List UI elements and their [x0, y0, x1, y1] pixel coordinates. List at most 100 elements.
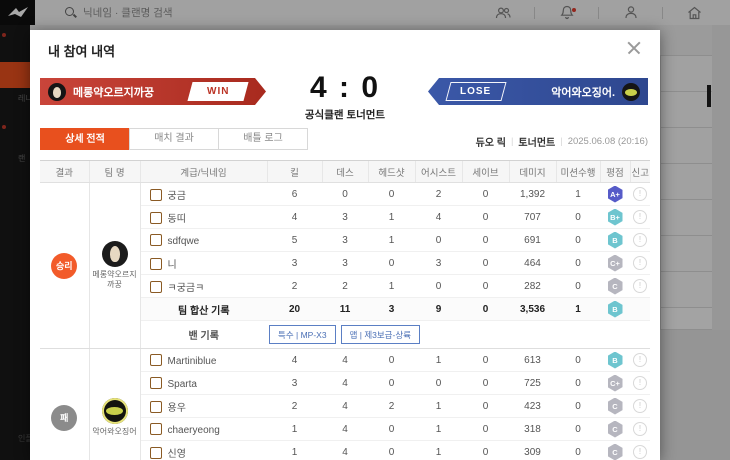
tab-1[interactable]: 매치 결과: [129, 128, 219, 150]
summary-rating-cell: B: [600, 297, 630, 321]
stat-death: 4: [322, 440, 368, 460]
player-nickname-cell[interactable]: 니: [140, 251, 267, 275]
player-row: Sparta 3 4 0 0 0 725 0 C+!: [40, 371, 650, 395]
global-search[interactable]: 닉네임 · 클랜명 검색: [65, 5, 471, 20]
report-cell: !: [630, 228, 650, 252]
scrollbar-thumb[interactable]: [707, 85, 711, 107]
player-nickname-cell[interactable]: sdfqwe: [140, 228, 267, 252]
player-row: 승리 메롱약오르지까꿍 궁금 6 0 0 2 0 1,392 1 A+!: [40, 182, 650, 349]
report-cell: !: [630, 394, 650, 418]
stat-save: 0: [462, 274, 509, 298]
divider: [662, 6, 663, 19]
match-date: 2025.06.08 (20:16): [567, 136, 648, 147]
report-icon[interactable]: !: [633, 279, 647, 293]
report-icon[interactable]: !: [633, 422, 647, 436]
team-result-badge: 패: [51, 404, 78, 431]
player-nickname-cell[interactable]: Martiniblue: [140, 348, 267, 372]
rating-cell: C+: [600, 371, 630, 395]
team-summary-row: 팀 합산 기록 20 11 3 9 0 3,536 1 B: [40, 297, 650, 321]
rating-badge: C: [607, 397, 623, 415]
report-cell: !: [630, 182, 650, 206]
report-icon[interactable]: !: [633, 256, 647, 270]
report-cell: !: [630, 348, 650, 372]
stat-hs: 0: [368, 440, 415, 460]
team-name: 악어와오징어: [92, 427, 137, 436]
stat-kill: 3: [267, 251, 322, 275]
rating-badge: C: [607, 443, 623, 460]
sidebar: 레나 랜 인플레이: [0, 25, 47, 460]
player-nickname-cell[interactable]: 궁금: [140, 182, 267, 206]
rank-insignia-icon: [149, 257, 162, 270]
stat-kill: 1: [267, 440, 322, 460]
stat-dmg: 309: [509, 440, 556, 460]
ban-badge: 특수 | MP-X3: [269, 325, 336, 344]
report-icon[interactable]: !: [633, 353, 647, 367]
report-icon[interactable]: !: [633, 233, 647, 247]
col-header-8: 데미지: [508, 160, 556, 183]
ban-record-label: 밴 기록: [140, 320, 267, 349]
sidebar-item-label[interactable]: 랜: [18, 154, 26, 163]
divider: [598, 6, 599, 19]
report-cell: !: [630, 417, 650, 441]
rating-badge: B+: [607, 208, 623, 226]
player-nickname-cell[interactable]: chaeryeong: [140, 417, 267, 441]
profile-icon[interactable]: [599, 5, 662, 20]
report-icon[interactable]: !: [633, 445, 647, 459]
tab-2[interactable]: 배틀 로그: [218, 128, 308, 150]
match-meta: 듀오 릭 | 토너먼트 | 2025.06.08 (20:16): [475, 136, 648, 149]
sidebar-badge-dot: [2, 125, 6, 129]
rating-badge: B: [607, 231, 623, 249]
stat-death: 4: [322, 394, 368, 418]
close-icon[interactable]: [624, 38, 644, 58]
rating-cell: C: [600, 394, 630, 418]
stat-mission: 0: [556, 274, 600, 298]
stat-kill: 4: [267, 205, 322, 229]
player-nickname-cell[interactable]: Sparta: [140, 371, 267, 395]
player-nickname-cell[interactable]: 동띠: [140, 205, 267, 229]
tab-0[interactable]: 상세 전적: [40, 128, 130, 150]
stat-dmg: 282: [509, 274, 556, 298]
search-icon: [65, 7, 76, 18]
sidebar-active-item[interactable]: [0, 62, 30, 88]
home-icon[interactable]: [663, 6, 726, 20]
app-logo[interactable]: [0, 0, 35, 25]
sidebar-item-label[interactable]: 레나: [18, 94, 33, 103]
player-row: chaeryeong 1 4 0 1 0 318 0 C!: [40, 417, 650, 441]
stat-mission: 0: [556, 371, 600, 395]
stat-assist: 1: [415, 394, 462, 418]
stat-death: 2: [322, 274, 368, 298]
stat-dmg: 464: [509, 251, 556, 275]
report-icon[interactable]: !: [633, 187, 647, 201]
team-emblem: [101, 398, 128, 424]
player-nickname-cell[interactable]: ㅋ궁금ㅋ: [140, 274, 267, 298]
friends-icon[interactable]: [471, 6, 534, 20]
player-nickname-cell[interactable]: 신영: [140, 440, 267, 460]
stat-kill: 2: [267, 394, 322, 418]
team-name-cell: 메롱약오르지까꿍: [89, 182, 141, 349]
notification-bell-icon[interactable]: [535, 5, 598, 20]
stat-mission: 0: [556, 417, 600, 441]
stat-dmg: 423: [509, 394, 556, 418]
stat-mission: 0: [556, 348, 600, 372]
report-cell: !: [630, 440, 650, 460]
stat-death: 4: [322, 371, 368, 395]
report-icon[interactable]: !: [633, 210, 647, 224]
match-subtitle: 공식클랜 토너먼트: [304, 109, 386, 121]
rating-badge: B: [607, 351, 623, 369]
report-icon[interactable]: !: [633, 376, 647, 390]
stat-hs: 1: [368, 205, 415, 229]
summary-rating-badge: B: [607, 300, 623, 318]
stat-mission: 0: [556, 228, 600, 252]
report-icon[interactable]: !: [633, 399, 647, 413]
col-header-1: 팀 명: [88, 160, 140, 183]
stat-dmg: 613: [509, 348, 556, 372]
summary-kill: 20: [267, 297, 322, 321]
stat-save: 0: [462, 394, 509, 418]
rating-badge: C+: [607, 254, 623, 272]
stat-assist: 0: [415, 371, 462, 395]
notification-dot: [572, 8, 576, 12]
team-name: 메롱약오르지까꿍: [92, 270, 137, 289]
rank-insignia-icon: [149, 446, 162, 459]
player-nickname-cell[interactable]: 용우: [140, 394, 267, 418]
participation-history-modal: 내 참여 내역 메롱약오르지까꿍 WIN 4 : 0 공식클랜 토너먼트 LOS…: [30, 30, 660, 460]
